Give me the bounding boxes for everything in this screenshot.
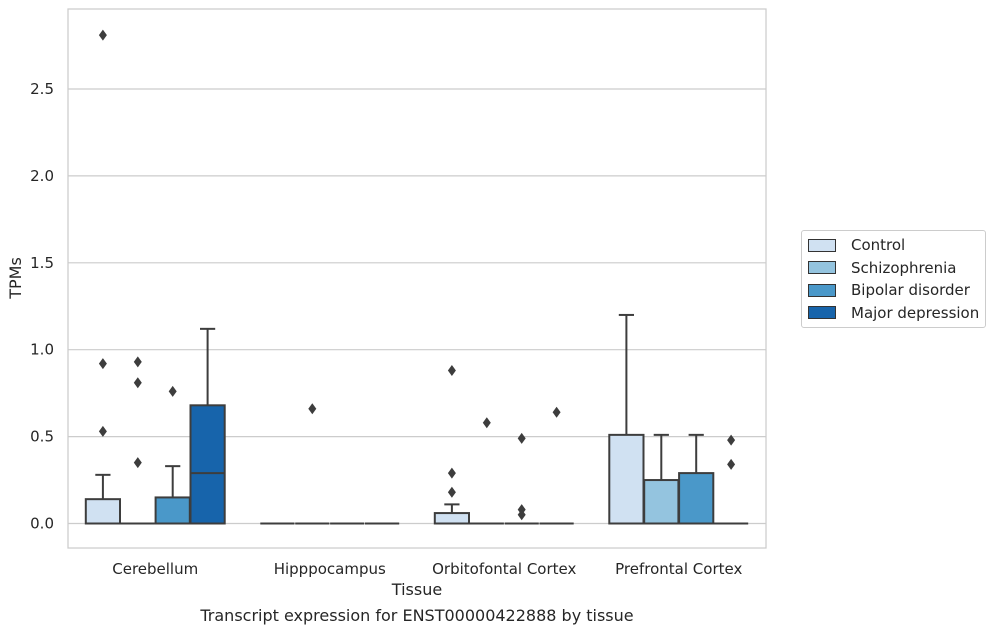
x-axis-ticks: Cerebellum Hipppocampus Orbitofontal Corte… <box>112 560 742 578</box>
x-tick-label: Orbitofontal Cortex <box>432 560 576 578</box>
y-axis-ticks: 0.0 0.5 1.0 1.5 2.0 2.5 <box>30 80 54 533</box>
legend-label: Schizophrenia <box>851 258 957 277</box>
legend-swatch <box>808 238 836 252</box>
legend-swatch <box>808 306 836 320</box>
box <box>433 512 471 525</box>
outlier-point <box>133 377 142 389</box>
outlier-point <box>168 385 177 397</box>
outlier-point <box>98 358 107 370</box>
outlier-point <box>517 504 526 516</box>
plot-frame <box>67 8 767 549</box>
x-tick-label: Hipppocampus <box>274 560 386 578</box>
y-tick-label: 2.5 <box>30 80 54 98</box>
outlier-point <box>727 434 736 446</box>
x-tick-label: Cerebellum <box>112 560 198 578</box>
y-tick-label: 0.5 <box>30 428 54 446</box>
legend-swatch <box>808 261 836 275</box>
outlier-point <box>308 403 317 415</box>
box <box>154 496 191 525</box>
outlier-point <box>482 417 491 429</box>
x-tick-label: Prefrontal Cortex <box>615 560 742 578</box>
legend-label: Major depression <box>851 303 980 322</box>
y-tick-label: 1.0 <box>30 341 54 359</box>
outlier-point <box>98 29 107 41</box>
legend-item: Control <box>808 234 985 257</box>
outlier-point <box>133 457 142 469</box>
legend-label: Bipolar disorder <box>851 281 970 300</box>
outlier-point <box>98 425 107 437</box>
chart-caption: Transcript expression for ENST0000042288… <box>200 606 634 625</box>
outlier-point <box>727 458 736 470</box>
legend-label: Control <box>851 236 906 255</box>
legend-swatch <box>808 283 836 297</box>
outlier-point <box>552 406 561 418</box>
legend-item: Schizophrenia <box>808 257 985 280</box>
box <box>678 472 715 525</box>
outlier-point <box>447 365 456 377</box>
outlier-point <box>133 356 142 368</box>
legend: Control Schizophrenia Bipolar disorder Majo… <box>801 230 986 328</box>
outlier-point <box>447 467 456 479</box>
y-tick-label: 2.0 <box>30 167 54 185</box>
y-axis-label: TPMs <box>6 257 25 300</box>
legend-item: Bipolar disorder <box>808 279 985 302</box>
y-tick-label: 0.0 <box>30 515 54 533</box>
outlier-point <box>517 432 526 444</box>
box <box>643 479 680 525</box>
box <box>608 433 645 525</box>
outlier-point <box>447 486 456 498</box>
box <box>84 498 122 525</box>
y-tick-label: 1.5 <box>30 254 54 272</box>
legend-item: Major depression <box>808 302 985 325</box>
box <box>189 404 226 525</box>
x-axis-label: Tissue <box>391 580 442 599</box>
boxes <box>84 29 749 525</box>
